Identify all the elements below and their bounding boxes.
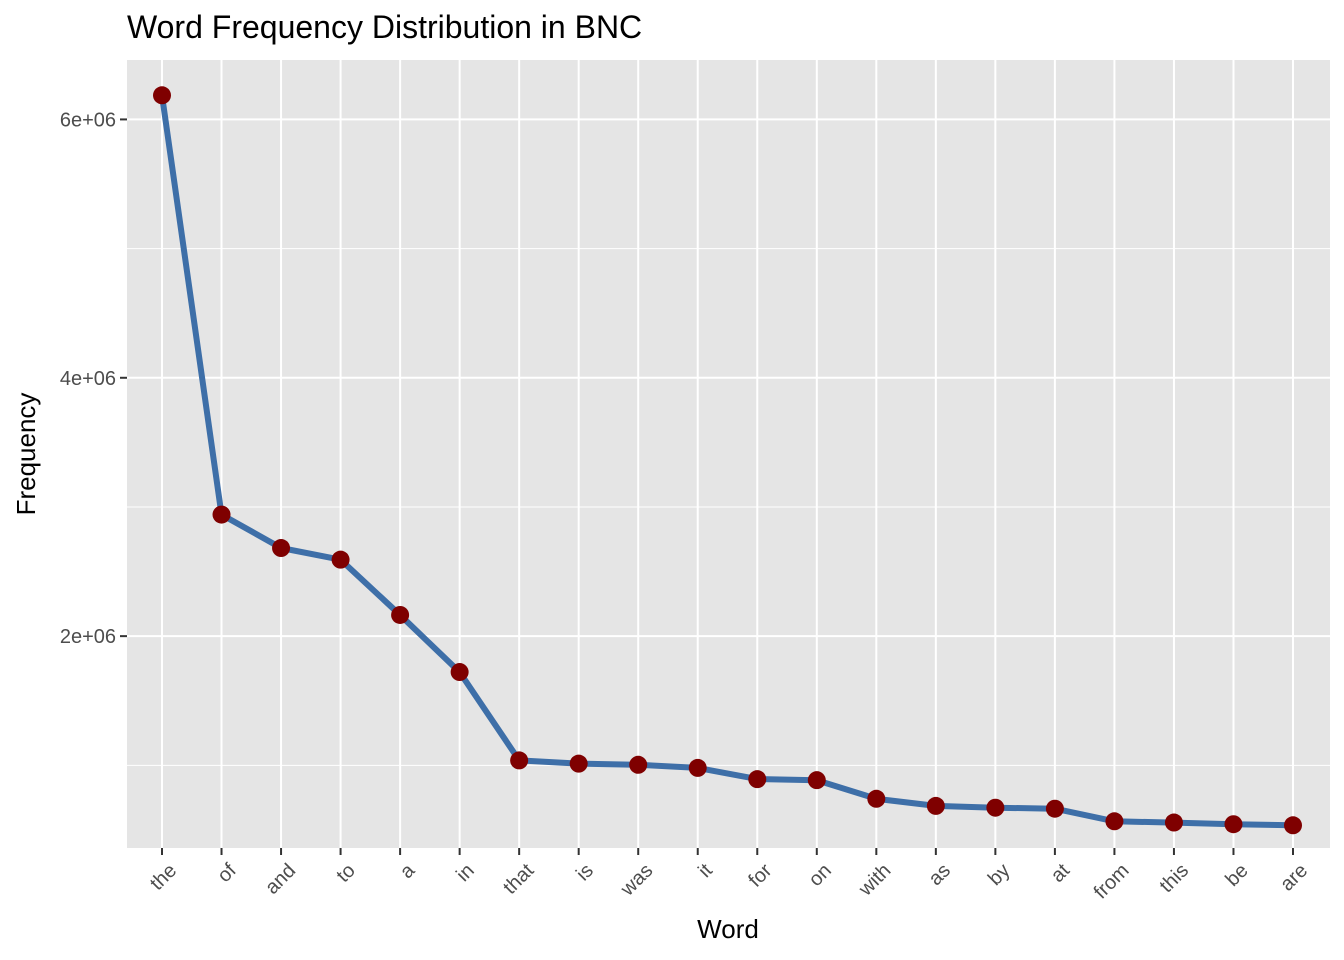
y-tick-label: 4e+06 bbox=[60, 368, 116, 390]
y-tick-label: 2e+06 bbox=[60, 626, 116, 648]
x-tick-label-and: and bbox=[261, 860, 300, 899]
data-point-by bbox=[986, 798, 1005, 817]
x-tick-label-it: it bbox=[694, 859, 717, 882]
x-tick-label-at: at bbox=[1047, 859, 1075, 887]
data-point-the bbox=[153, 86, 171, 105]
data-point-at bbox=[1045, 799, 1064, 818]
data-point-of bbox=[212, 505, 231, 524]
x-tick-label-for: for bbox=[744, 859, 776, 891]
x-tick-label-of: of bbox=[213, 859, 241, 887]
x-axis-title: Word bbox=[697, 914, 759, 944]
data-point-on bbox=[807, 771, 826, 790]
x-tick-label-was: was bbox=[616, 860, 657, 901]
series-line-group bbox=[159, 94, 1294, 829]
data-point-from bbox=[1105, 812, 1124, 831]
plot-panel bbox=[127, 60, 1330, 848]
data-point-are bbox=[1284, 816, 1302, 835]
data-point-for bbox=[748, 770, 767, 789]
x-tick-label-from: from bbox=[1090, 860, 1134, 904]
x-tick-label-the: the bbox=[146, 860, 181, 895]
x-tick-label-a: a bbox=[396, 859, 420, 883]
data-point-with bbox=[867, 789, 886, 808]
data-point-was bbox=[629, 755, 648, 774]
data-point-is bbox=[569, 754, 588, 773]
x-tick-label-is: is bbox=[572, 860, 598, 886]
minor-gridlines bbox=[127, 248, 1330, 766]
chart-title: Word Frequency Distribution in BNC bbox=[127, 9, 642, 45]
x-axis: the of and to a in that is was it for on with as by at f… bbox=[146, 848, 1312, 903]
major-gridlines bbox=[127, 60, 1330, 848]
data-point-be bbox=[1224, 815, 1243, 834]
x-tick-label-as: as bbox=[924, 860, 954, 890]
data-point-to bbox=[331, 550, 350, 569]
series-line bbox=[159, 94, 1294, 829]
data-point-and bbox=[272, 539, 291, 558]
x-tick-label-with: with bbox=[854, 860, 895, 901]
data-point-a bbox=[391, 605, 410, 624]
data-point-this bbox=[1164, 813, 1183, 832]
y-tick-label: 6e+06 bbox=[60, 109, 116, 131]
x-tick-label-to: to bbox=[332, 860, 359, 887]
data-point-that bbox=[510, 751, 529, 770]
data-point-as bbox=[926, 796, 945, 815]
x-tick-label-that: that bbox=[499, 859, 538, 898]
x-tick-label-this: this bbox=[1156, 860, 1194, 898]
x-tick-label-be: be bbox=[1221, 860, 1252, 891]
data-point-it bbox=[688, 758, 707, 777]
y-axis: 2e+06 4e+06 6e+06 bbox=[60, 109, 127, 648]
x-tick-label-by: by bbox=[984, 860, 1014, 890]
x-tick-label-in: in bbox=[452, 860, 479, 887]
data-points bbox=[153, 86, 1302, 835]
x-tick-label-are: are bbox=[1276, 860, 1312, 896]
data-point-in bbox=[450, 663, 469, 682]
y-axis-title: Frequency bbox=[11, 393, 41, 516]
x-tick-label-on: on bbox=[805, 860, 836, 891]
